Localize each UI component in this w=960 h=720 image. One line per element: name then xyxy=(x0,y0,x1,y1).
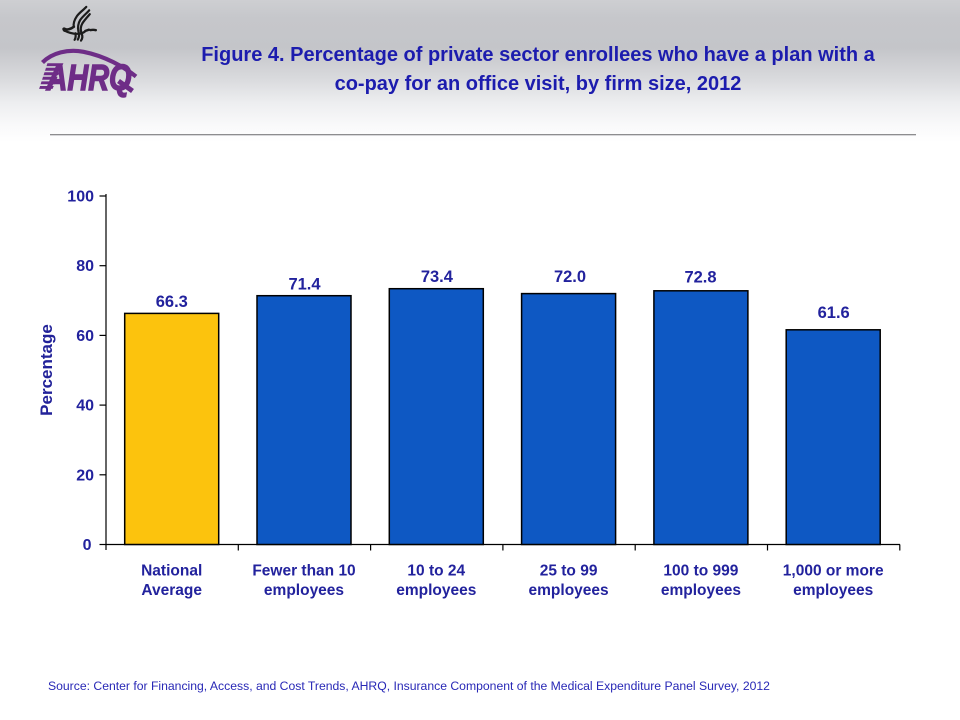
svg-text:71.4: 71.4 xyxy=(288,276,321,294)
svg-text:20: 20 xyxy=(76,467,94,484)
svg-text:employees: employees xyxy=(264,582,344,599)
svg-text:100: 100 xyxy=(67,189,94,206)
svg-text:72.8: 72.8 xyxy=(684,269,716,287)
svg-text:61.6: 61.6 xyxy=(818,304,850,322)
svg-text:60: 60 xyxy=(76,328,94,345)
svg-text:Percentage: Percentage xyxy=(37,324,56,416)
svg-text:25 to 99: 25 to 99 xyxy=(540,563,598,580)
svg-text:72.0: 72.0 xyxy=(554,268,586,286)
svg-text:100 to 999: 100 to 999 xyxy=(663,563,738,580)
svg-text:66.3: 66.3 xyxy=(156,293,188,311)
svg-text:1,000 or more: 1,000 or more xyxy=(783,563,884,580)
svg-text:AHRQ: AHRQ xyxy=(46,57,132,98)
svg-text:80: 80 xyxy=(76,258,94,275)
svg-text:National: National xyxy=(141,563,202,580)
svg-text:employees: employees xyxy=(396,582,476,599)
svg-text:employees: employees xyxy=(529,582,609,599)
svg-text:employees: employees xyxy=(793,582,873,599)
svg-text:employees: employees xyxy=(661,582,741,599)
svg-text:40: 40 xyxy=(76,398,94,415)
svg-text:73.4: 73.4 xyxy=(421,268,454,286)
svg-text:Average: Average xyxy=(141,582,202,599)
svg-text:Fewer than 10: Fewer than 10 xyxy=(252,563,355,580)
svg-text:10 to 24: 10 to 24 xyxy=(407,563,465,580)
svg-text:0: 0 xyxy=(83,537,92,554)
